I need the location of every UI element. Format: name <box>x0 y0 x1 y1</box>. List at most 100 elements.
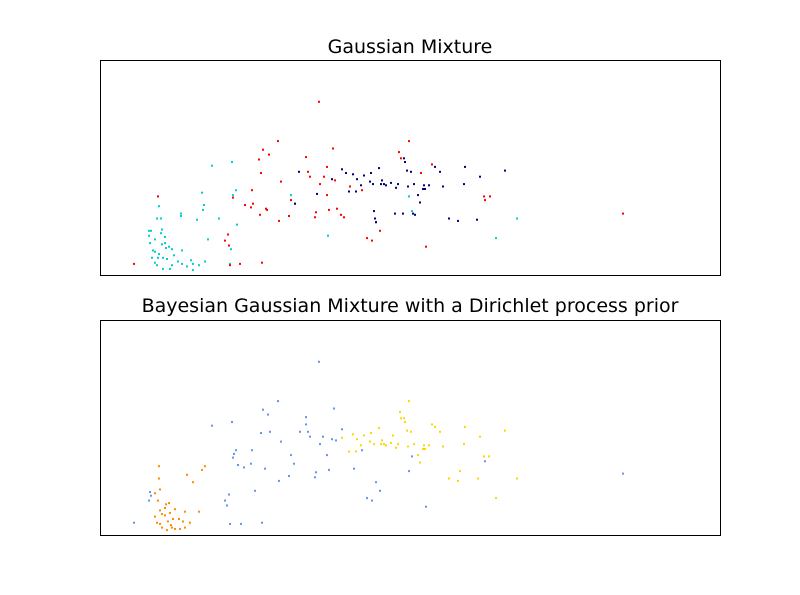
scatter-point <box>309 435 311 438</box>
scatter-point <box>406 429 408 432</box>
scatter-point <box>278 479 280 482</box>
scatter-point <box>408 140 410 143</box>
scatter-point <box>148 229 150 232</box>
scatter-point <box>369 440 371 443</box>
scatter-point <box>483 195 485 198</box>
scatter-point <box>262 148 264 151</box>
scatter-point <box>439 430 441 433</box>
scatter-point <box>290 199 292 202</box>
scatter-point <box>161 513 163 516</box>
scatter-point <box>425 245 427 248</box>
scatter-point <box>424 188 426 190</box>
subplot-bayesian-gaussian-mixture: Bayesian Gaussian Mixture with a Dirichl… <box>100 295 721 536</box>
scatter-point <box>404 421 406 423</box>
scatter-point <box>290 194 292 197</box>
scatter-point <box>403 417 405 420</box>
scatter-point <box>192 481 194 484</box>
scatter-point <box>363 434 365 437</box>
scatter-point <box>355 450 357 453</box>
scatter-point <box>231 421 233 423</box>
scatter-point <box>390 181 392 184</box>
scatter-point <box>260 432 262 434</box>
scatter-point <box>251 189 253 192</box>
scatter-point <box>516 217 518 220</box>
scatter-point <box>154 492 156 495</box>
scatter-point <box>400 417 402 420</box>
scatter-point <box>361 449 363 452</box>
scatter-point <box>161 526 163 529</box>
scatter-point <box>280 440 282 443</box>
scatter-point <box>162 267 164 270</box>
scatter-point <box>423 184 425 187</box>
scatter-point <box>258 158 260 161</box>
scatter-point <box>410 430 412 433</box>
scatter-point <box>381 439 383 442</box>
scatter-point <box>428 444 430 447</box>
scatter-point <box>380 183 382 186</box>
scatter-point <box>516 477 518 480</box>
scatter-point <box>156 217 158 220</box>
scatter-point <box>164 242 166 245</box>
scatter-point <box>348 190 350 193</box>
scatter-point <box>463 443 465 446</box>
scatter-point <box>152 249 154 252</box>
scatter-point <box>457 479 459 482</box>
scatter-point <box>154 250 156 253</box>
scatter-point <box>479 175 481 178</box>
scatter-point <box>201 468 203 471</box>
scatter-point <box>180 212 182 215</box>
scatter-point <box>431 163 433 166</box>
scatter-point <box>381 179 383 182</box>
scatter-point <box>319 183 321 186</box>
scatter-point <box>385 444 387 447</box>
scatter-point <box>316 192 318 195</box>
scatter-point <box>232 194 234 197</box>
scatter-point <box>366 497 368 500</box>
scatter-point <box>403 157 405 160</box>
scatter-point <box>268 153 270 156</box>
scatter-point <box>477 477 479 480</box>
scatter-point <box>408 195 410 198</box>
scatter-point <box>150 494 152 497</box>
scatter-point <box>164 507 166 509</box>
scatter-point <box>495 497 497 500</box>
scatter-point <box>240 522 242 525</box>
scatter-point <box>293 462 295 465</box>
scatter-point <box>360 444 362 447</box>
scatter-point <box>334 179 336 182</box>
scatter-point <box>149 242 151 245</box>
scatter-point <box>379 229 381 232</box>
scatter-point <box>442 185 444 188</box>
scatter-point <box>277 140 279 143</box>
scatter-point <box>413 183 415 186</box>
scatter-point <box>434 425 436 428</box>
scatter-point <box>341 436 343 439</box>
scatter-point <box>464 425 466 428</box>
scatter-point <box>323 175 325 178</box>
scatter-point <box>305 423 307 426</box>
scatter-point <box>425 505 427 508</box>
scatter-point <box>259 213 261 216</box>
scatter-point <box>171 248 173 251</box>
scatter-points <box>133 360 624 532</box>
scatter-point <box>184 510 186 513</box>
scatter-point <box>348 450 350 453</box>
scatter-point <box>211 164 213 167</box>
scatter-point <box>431 423 433 426</box>
scatter-point <box>464 165 466 168</box>
scatter-point <box>397 443 399 446</box>
scatter-point <box>224 499 226 502</box>
scatter-point <box>264 467 266 470</box>
scatter-point <box>244 204 246 206</box>
scatter-point <box>484 199 486 202</box>
scatter-point <box>174 527 176 530</box>
scatter-point <box>192 262 194 265</box>
scatter-point <box>233 452 235 455</box>
scatter-point <box>448 477 450 480</box>
scatter-point <box>318 360 320 363</box>
scatter-point <box>408 400 410 403</box>
scatter-point <box>442 445 444 448</box>
scatter-point <box>158 253 160 256</box>
scatter-point <box>280 180 282 183</box>
